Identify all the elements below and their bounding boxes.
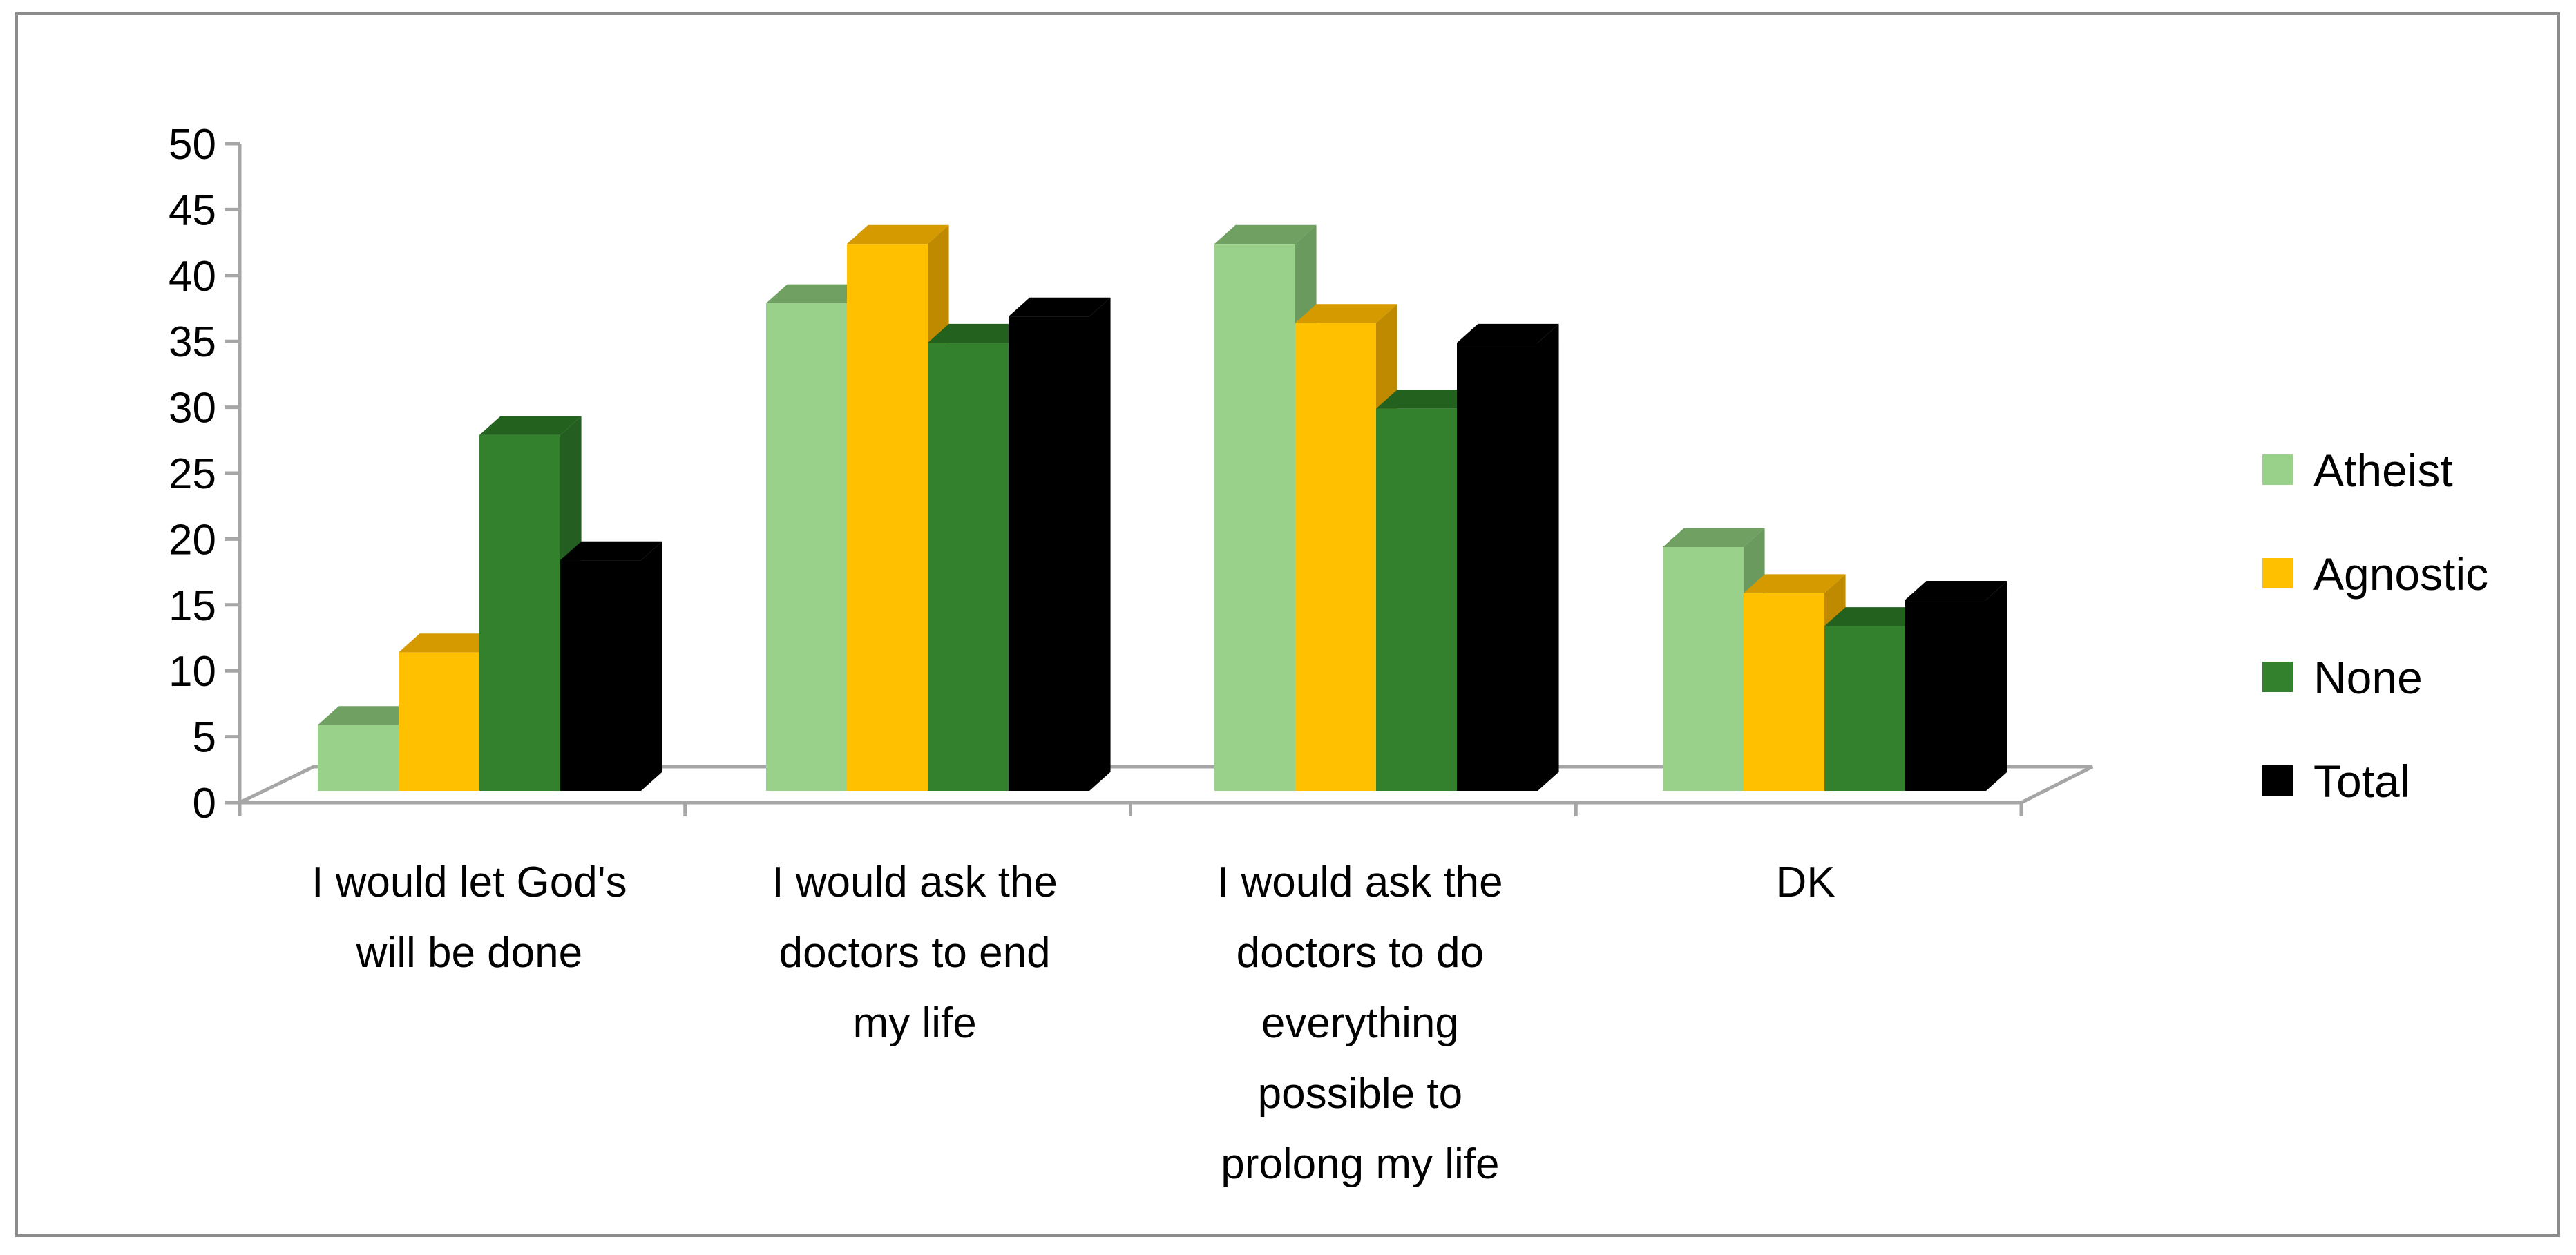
category-label: I would ask the doctors to do everything po… bbox=[1217, 859, 1503, 1188]
bar-top bbox=[1824, 607, 1927, 626]
legend-swatch bbox=[2262, 454, 2293, 485]
category-label: DK bbox=[1776, 859, 1835, 906]
bar-front bbox=[1214, 244, 1295, 791]
legend-swatch bbox=[2262, 765, 2293, 796]
bar-front bbox=[1905, 600, 1986, 791]
bar-side bbox=[1986, 580, 2007, 791]
bars bbox=[318, 224, 2007, 791]
bar-front bbox=[1663, 547, 1744, 791]
y-tick-label: 15 bbox=[169, 582, 216, 630]
y-tick-label: 30 bbox=[169, 385, 216, 432]
bar-top bbox=[560, 541, 662, 561]
floor-plane bbox=[238, 765, 2094, 805]
legend-label: None bbox=[2313, 652, 2423, 703]
bar-top bbox=[928, 323, 1030, 343]
legend-label: Atheist bbox=[2313, 445, 2453, 496]
y-tick-label: 20 bbox=[169, 516, 216, 564]
bar-top bbox=[399, 633, 501, 653]
y-tick-label: 25 bbox=[169, 450, 216, 498]
bar-top bbox=[1457, 323, 1559, 343]
legend-label: Total bbox=[2313, 756, 2410, 807]
y-tick-label: 50 bbox=[169, 121, 216, 169]
bar-side bbox=[1089, 297, 1111, 791]
chart-floor bbox=[238, 765, 2094, 805]
legend-item: None bbox=[2262, 652, 2423, 703]
bar-top bbox=[1376, 390, 1478, 409]
bar-front bbox=[1457, 343, 1538, 791]
legend-swatch bbox=[2262, 558, 2293, 588]
bar-front bbox=[1295, 323, 1376, 791]
bar bbox=[1457, 323, 1559, 791]
legend: Atheist Agnostic None Total bbox=[2262, 445, 2488, 807]
bar-front bbox=[1376, 408, 1457, 791]
bar-side bbox=[641, 541, 662, 791]
y-tick-label: 0 bbox=[193, 780, 216, 827]
category-label: I would ask the doctors to end my life bbox=[772, 859, 1058, 1047]
y-tick-label: 35 bbox=[169, 318, 216, 366]
bar-top bbox=[1009, 297, 1111, 317]
bar-front bbox=[1824, 626, 1905, 791]
bar bbox=[1009, 297, 1111, 791]
legend-label: Agnostic bbox=[2313, 548, 2488, 600]
y-tick-label: 45 bbox=[169, 186, 216, 234]
bar-top bbox=[847, 224, 949, 245]
legend-swatch bbox=[2262, 662, 2293, 692]
category-axis: I would let God's will be done I would ask… bbox=[312, 859, 1835, 1188]
bar-front bbox=[399, 652, 479, 791]
bar bbox=[1905, 580, 2007, 791]
bar-front bbox=[318, 725, 399, 791]
y-tick-label: 10 bbox=[169, 648, 216, 696]
bar-top bbox=[766, 284, 868, 304]
legend-item: Total bbox=[2262, 756, 2410, 807]
bar bbox=[560, 541, 662, 791]
bar-front bbox=[1744, 593, 1824, 791]
bar-front bbox=[479, 434, 560, 791]
bar-top bbox=[1663, 528, 1765, 548]
bar-front bbox=[766, 303, 847, 791]
bar-top bbox=[1295, 304, 1397, 323]
bar-top bbox=[1905, 580, 2007, 600]
bar-front bbox=[1009, 316, 1089, 791]
bar-front bbox=[928, 343, 1009, 791]
legend-item: Atheist bbox=[2262, 445, 2453, 496]
y-tick-label: 40 bbox=[169, 253, 216, 300]
category-label: I would let God's will be done bbox=[312, 859, 627, 977]
bar-side bbox=[1538, 323, 1559, 791]
bar-top bbox=[1744, 574, 1846, 593]
y-tick-label: 5 bbox=[193, 714, 216, 762]
bar-front bbox=[560, 560, 641, 791]
bar-top bbox=[479, 416, 582, 435]
bar-front bbox=[847, 244, 928, 791]
bar bbox=[1744, 574, 1846, 791]
bar-top bbox=[318, 706, 420, 725]
legend-item: Agnostic bbox=[2262, 548, 2488, 600]
bar-top bbox=[1214, 224, 1317, 245]
value-axis: 0 5 10 15 20 25 30 35 40 45 50 bbox=[169, 121, 2023, 827]
